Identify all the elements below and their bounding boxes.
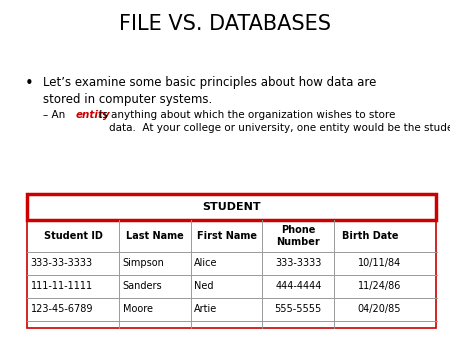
Text: is anything about which the organization wishes to store
    data.  At your coll: is anything about which the organization… [96,110,450,132]
Text: entity: entity [75,110,110,120]
Text: Sanders: Sanders [123,281,162,291]
Bar [27,220,436,328]
Text: Last Name: Last Name [126,231,184,241]
Text: – An: – An [43,110,68,120]
Text: Phone
Number: Phone Number [276,225,320,246]
Text: 123-45-6789: 123-45-6789 [31,304,93,314]
Text: First Name: First Name [197,231,256,241]
Text: FILE VS. DATABASES: FILE VS. DATABASES [119,14,331,33]
Text: Student ID: Student ID [44,231,103,241]
Text: •: • [25,76,33,91]
Text: Ned: Ned [194,281,214,291]
Text: 333-3333: 333-3333 [275,258,321,268]
Text: STUDENT: STUDENT [202,202,261,212]
Bar [27,194,436,220]
Text: 444-4444: 444-4444 [275,281,321,291]
Text: Moore: Moore [123,304,153,314]
Text: Simpson: Simpson [123,258,165,268]
Text: Artie: Artie [194,304,218,314]
Text: 111-11-1111: 111-11-1111 [31,281,93,291]
Text: Birth Date: Birth Date [342,231,398,241]
Text: 555-5555: 555-5555 [274,304,322,314]
Text: Let’s examine some basic principles about how data are
stored in computer system: Let’s examine some basic principles abou… [43,76,376,105]
Text: 10/11/84: 10/11/84 [358,258,401,268]
Text: 333-33-3333: 333-33-3333 [31,258,93,268]
Text: 11/24/86: 11/24/86 [358,281,401,291]
Text: Alice: Alice [194,258,218,268]
Text: 04/20/85: 04/20/85 [358,304,401,314]
